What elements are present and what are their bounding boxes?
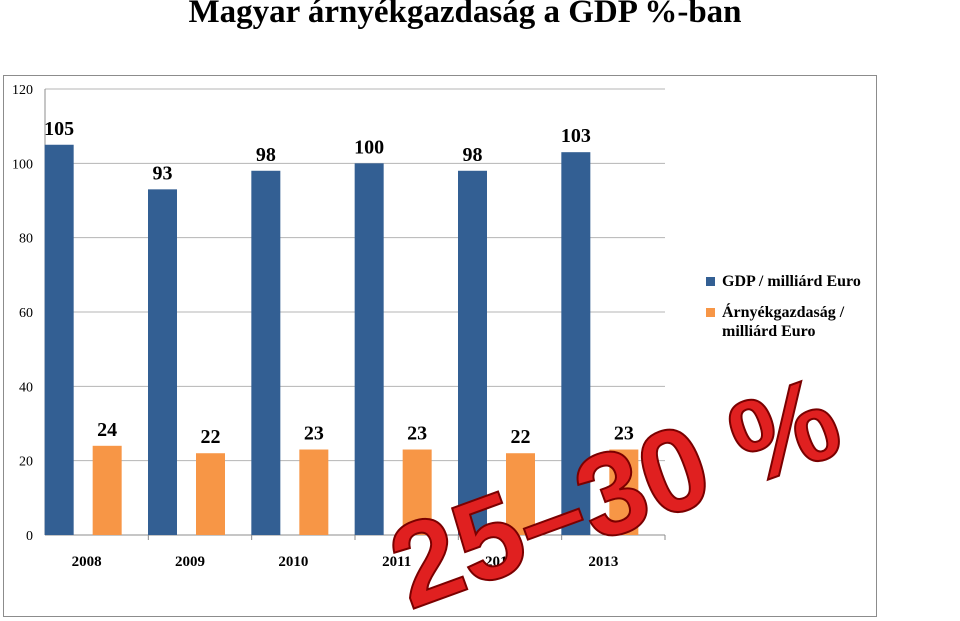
x-tick-label: 2013 [588,554,618,570]
data-label-shadow-economy: 24 [97,419,117,441]
data-label-gdp: 103 [561,125,591,147]
data-label-shadow-economy: 22 [511,426,531,448]
y-tick-label: 100 [12,157,33,172]
x-tick-label: 2008 [72,554,102,570]
chart-title: Magyar árnyékgazdaság a GDP %-ban [188,0,742,30]
legend-swatch-gdp [706,277,715,286]
bar-gdp [354,163,384,536]
data-label-gdp: 105 [44,118,74,140]
x-tick-label: 2011 [382,554,411,570]
data-label-gdp: 100 [354,136,384,158]
legend-item-gdp: GDP / milliárd Euro [706,272,876,291]
y-tick-label: 40 [19,380,33,395]
data-label-gdp: 98 [256,144,276,166]
legend: GDP / milliárd Euro Árnyékgazdaság / mil… [706,272,876,353]
data-label-gdp: 98 [463,144,483,166]
y-tick-label: 80 [19,232,33,247]
y-tick-label: 20 [19,455,33,470]
x-tick-label: 2010 [278,554,308,570]
bar-gdp [561,152,591,535]
bar-gdp [251,170,281,535]
data-label-shadow-economy: 23 [407,423,427,445]
y-tick-label: 120 [12,83,33,98]
data-label-shadow-economy: 23 [304,423,324,445]
bar-shadow-economy [92,445,122,535]
bar-gdp [148,189,177,535]
bar-gdp [458,170,487,535]
x-tick-label: 2012 [485,554,515,570]
legend-swatch-shadow-economy [706,308,715,317]
x-tick-label: 2009 [175,554,205,570]
data-label-shadow-economy: 23 [614,423,634,445]
data-label-shadow-economy: 22 [201,426,221,448]
legend-label-shadow-economy: Árnyékgazdaság / milliárd Euro [722,304,845,340]
bar-shadow-economy [506,453,535,535]
data-label-gdp: 93 [153,162,173,184]
y-tick-label: 60 [19,306,33,321]
legend-label-gdp: GDP / milliárd Euro [722,273,861,290]
y-tick-label: 0 [26,529,33,544]
legend-item-shadow-economy: Árnyékgazdaság / milliárd Euro [706,303,876,341]
bar-gdp [44,144,74,535]
bar-shadow-economy [299,449,329,535]
overlay-percentage-text: 25–30 % [374,351,857,621]
bar-shadow-economy [609,449,639,535]
bar-shadow-economy [402,449,432,535]
bar-shadow-economy [196,453,225,535]
